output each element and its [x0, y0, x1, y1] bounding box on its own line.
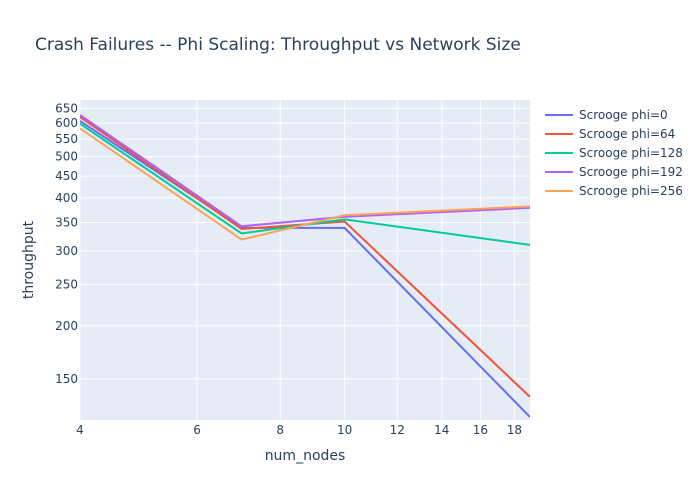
x-tick-label: 6 [193, 423, 201, 437]
y-tick-label: 500 [55, 150, 78, 164]
legend-label: Scrooge phi=256 [579, 184, 683, 198]
legend-label: Scrooge phi=64 [579, 127, 675, 141]
y-tick-label: 650 [55, 101, 78, 115]
legend: Scrooge phi=0 Scrooge phi=64 Scrooge phi=1… [545, 108, 683, 198]
x-tick-label: 10 [337, 423, 352, 437]
series-layer [80, 114, 530, 418]
series-line-scrooge-phi-256 [80, 127, 530, 241]
y-tick-label: 150 [55, 372, 78, 386]
y-tick-label: 600 [55, 116, 78, 130]
x-tick-label: 8 [276, 423, 284, 437]
x-gridlines [79, 100, 515, 420]
y-tick-label: 200 [55, 319, 78, 333]
legend-label: Scrooge phi=128 [579, 146, 683, 160]
x-tick-label: 16 [473, 423, 488, 437]
plot-area [80, 100, 530, 420]
x-tick-label: 18 [507, 423, 522, 437]
x-axis-label: num_nodes [265, 448, 346, 464]
y-tick-label: 550 [55, 132, 78, 146]
y-gridlines [80, 107, 530, 380]
legend-label: Scrooge phi=0 [579, 108, 668, 122]
x-tick-label: 12 [390, 423, 405, 437]
series-line-scrooge-phi-64 [80, 116, 530, 398]
y-tick-label: 400 [55, 191, 78, 205]
y-axis-label: throughput [21, 220, 37, 299]
y-tick-label: 250 [55, 278, 78, 292]
y-tick-label: 350 [55, 216, 78, 230]
legend-label: Scrooge phi=192 [579, 165, 683, 179]
x-tick-label: 4 [76, 423, 84, 437]
chart-title: Crash Failures -- Phi Scaling: Throughpu… [35, 35, 521, 55]
y-tick-label: 300 [55, 244, 78, 258]
x-tick-label: 14 [434, 423, 449, 437]
series-line-scrooge-phi-128 [80, 122, 530, 246]
x-tick-labels: 4 6 8 10 12 14 16 18 [76, 423, 522, 437]
series-line-scrooge-phi-192 [80, 114, 530, 228]
y-tick-label: 450 [55, 169, 78, 183]
